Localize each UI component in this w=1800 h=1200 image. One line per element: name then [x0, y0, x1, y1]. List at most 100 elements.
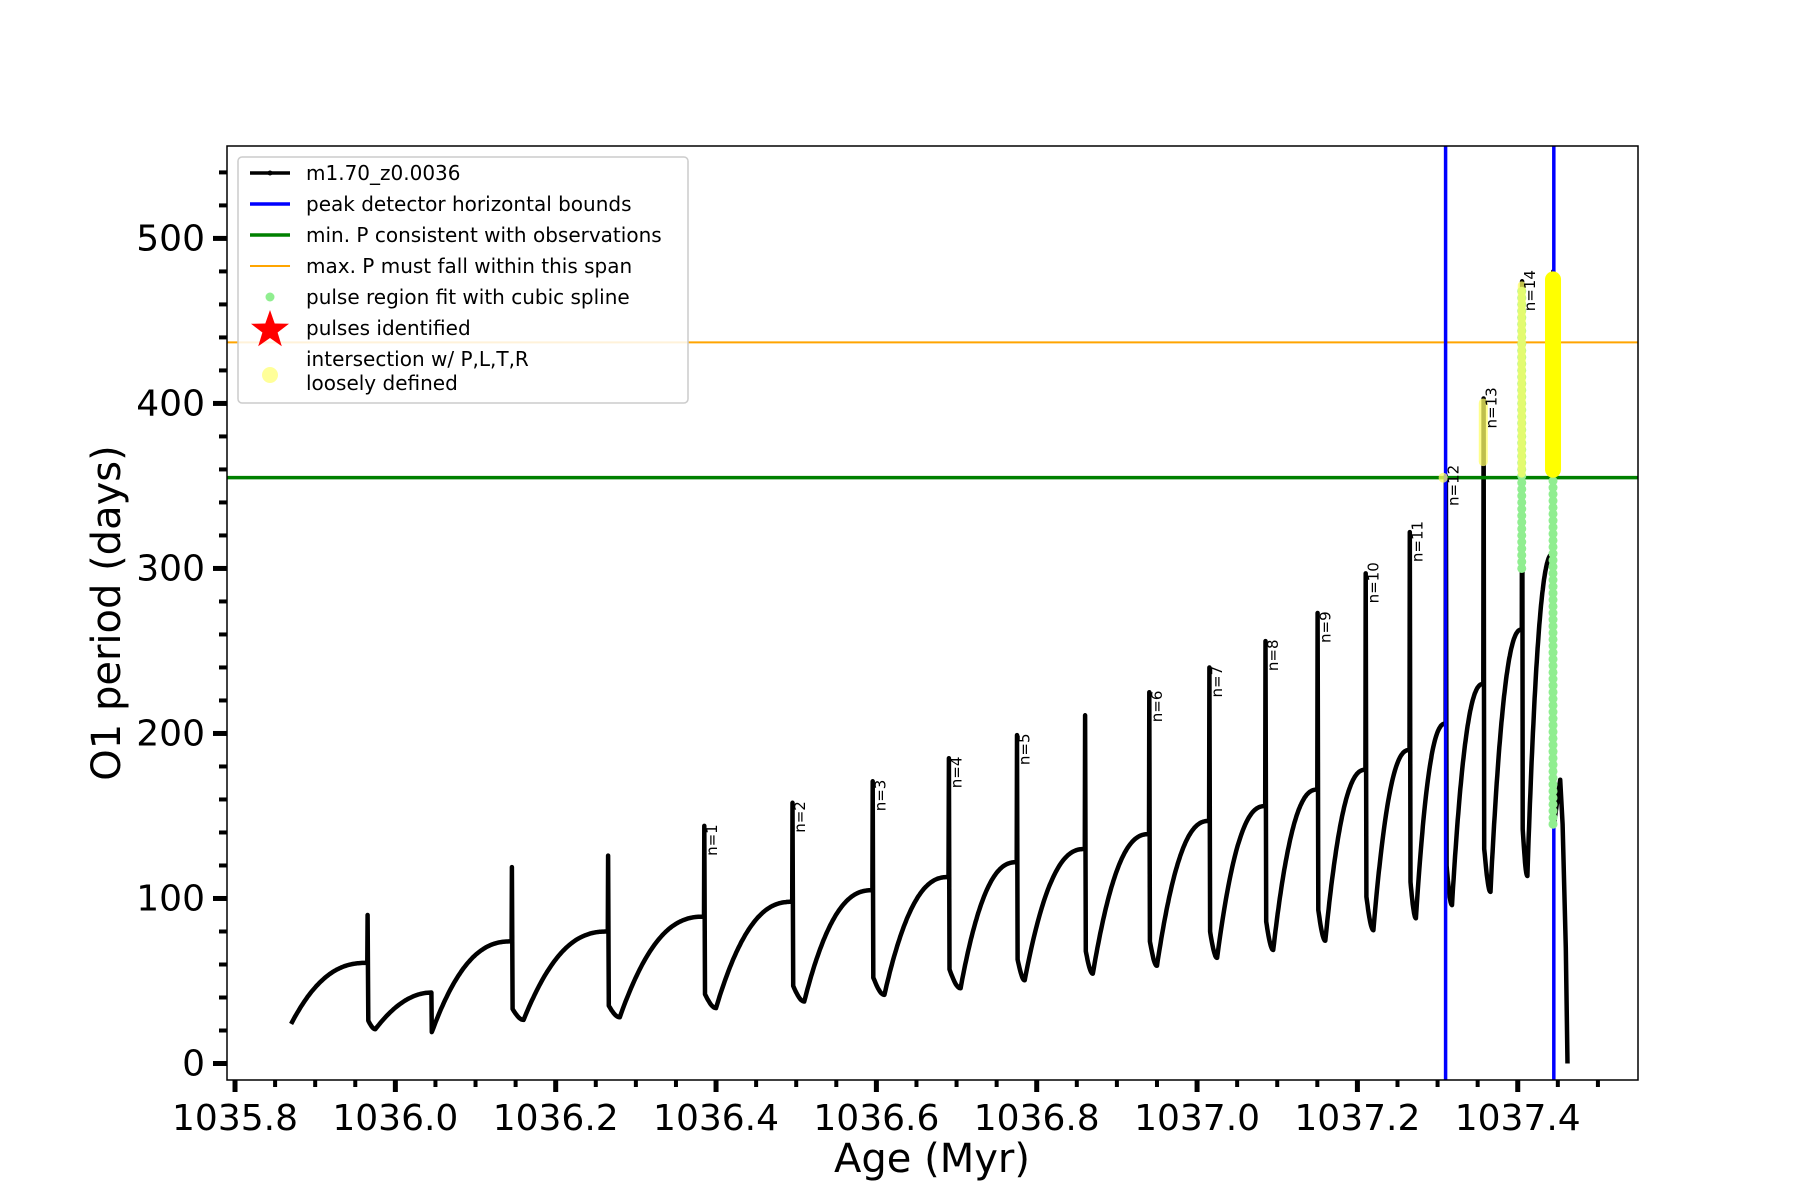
spline-dot [1548, 707, 1558, 717]
x-tick-label: 1036.0 [332, 1098, 458, 1139]
spline-dot [1517, 517, 1527, 527]
y-tick-label: 0 [182, 1043, 205, 1084]
y-tick-label: 400 [136, 383, 205, 424]
spline-dot [1548, 522, 1558, 532]
pulse-label-14: n=14 [1521, 270, 1539, 311]
x-tick-label: 1036.2 [493, 1098, 619, 1139]
y-tick-label: 100 [136, 878, 205, 919]
spline-dot [1548, 720, 1558, 730]
loose-intersection-1 [1478, 398, 1488, 467]
spline-dot [1548, 740, 1558, 750]
spline-dot [1548, 733, 1558, 743]
loose-intersection-3 [1545, 271, 1562, 478]
legend-entry-1: peak detector horizontal bounds [250, 192, 632, 216]
spline-dot [1548, 793, 1558, 803]
pulse-label-6: n=6 [1148, 691, 1166, 723]
spline-dot [1548, 780, 1558, 790]
spline-dot [1517, 511, 1527, 521]
pulse-label-1: n=1 [703, 824, 721, 856]
x-tick-label: 1037.0 [1134, 1098, 1260, 1139]
x-tick-label: 1037.4 [1455, 1098, 1581, 1139]
y-tick-label: 300 [136, 548, 205, 589]
pulse-label-8: n=8 [1264, 639, 1282, 671]
spline-dot [1548, 747, 1558, 757]
pulse-label-5: n=5 [1016, 733, 1034, 765]
spline-dot [1548, 700, 1558, 710]
legend-swatch-circle [262, 367, 278, 383]
spline-dot [1548, 806, 1558, 816]
spline-dot [1548, 489, 1558, 499]
pulse-label-13: n=13 [1482, 387, 1500, 428]
legend-entry-4: pulse region fit with cubic spline [265, 285, 630, 309]
x-tick-label: 1036.6 [813, 1098, 939, 1139]
spline-dot [1548, 582, 1558, 592]
spline-dot [1548, 575, 1558, 585]
spline-dot [1548, 819, 1558, 829]
legend-label-line2: loosely defined [306, 371, 458, 395]
spline-dot [1548, 608, 1558, 618]
spline-dot [1548, 714, 1558, 724]
spline-dot [1548, 766, 1558, 776]
y-axis-label: O1 period (days) [84, 445, 130, 780]
pulse-label-11: n=11 [1409, 521, 1427, 562]
spline-dot [1517, 524, 1527, 534]
legend-label: pulse region fit with cubic spline [306, 285, 630, 309]
spline-dot [1548, 502, 1558, 512]
spline-dot [1548, 727, 1558, 737]
spline-dot [1548, 760, 1558, 770]
spline-dot [1548, 621, 1558, 631]
spline-dot [1548, 555, 1558, 565]
spline-dot [1548, 681, 1558, 691]
x-tick-label: 1036.4 [653, 1098, 779, 1139]
spline-dot [1548, 562, 1558, 572]
x-axis-label: Age (Myr) [834, 1136, 1030, 1182]
legend-swatch-star [251, 310, 289, 347]
spline-dot [1548, 476, 1558, 486]
spline-dot [1548, 786, 1558, 796]
spline-dot [1548, 509, 1558, 519]
loose-intersection-0 [1438, 472, 1448, 483]
spline-dot [1517, 563, 1527, 573]
pulse-label-2: n=2 [791, 801, 809, 833]
spline-dot [1548, 549, 1558, 559]
spline-dot [1548, 661, 1558, 671]
legend-swatch-dot [265, 292, 275, 302]
pulse-label-4: n=4 [948, 757, 966, 789]
pulse-label-9: n=9 [1316, 611, 1334, 643]
series-line-m1.70_z0.0036 [289, 269, 1570, 1064]
spline-dot [1517, 484, 1527, 494]
plot-frame [226, 145, 1639, 1081]
spline-dot [1548, 813, 1558, 823]
spline-dot [1548, 628, 1558, 638]
legend-entry-3: max. P must fall within this span [250, 254, 632, 278]
pulse-label-10: n=10 [1364, 562, 1382, 603]
spline-dot [1548, 535, 1558, 545]
spline-dot [1517, 478, 1527, 488]
legend-entry-0: m1.70_z0.0036 [250, 161, 461, 185]
spline-dot [1548, 516, 1558, 526]
pulse-label-7: n=7 [1208, 666, 1226, 698]
spline-dot [1548, 529, 1558, 539]
legend-label: m1.70_z0.0036 [306, 161, 461, 185]
spline-dot [1548, 615, 1558, 625]
spline-dot [1548, 648, 1558, 658]
legend-entry-2: min. P consistent with observations [250, 223, 662, 247]
legend-label: pulses identified [306, 316, 471, 340]
x-tick-label: 1037.2 [1294, 1098, 1420, 1139]
x-tick-label: 1035.8 [172, 1098, 298, 1139]
spline-dot [1548, 483, 1558, 493]
spline-dot [1548, 595, 1558, 605]
spline-dot [1517, 530, 1527, 540]
spline-dot [1548, 634, 1558, 644]
spline-region-1 [1548, 476, 1558, 829]
spline-dot [1548, 496, 1558, 506]
axes: 1035.8 1036.0 1036.2 1036.4 1036.6 1036.8 1037… [136, 170, 1600, 1139]
spline-dot [1548, 667, 1558, 677]
spline-dot [1548, 601, 1558, 611]
spline-dot [1517, 504, 1527, 514]
spline-dot [1548, 654, 1558, 664]
y-tick-label: 500 [136, 218, 205, 259]
